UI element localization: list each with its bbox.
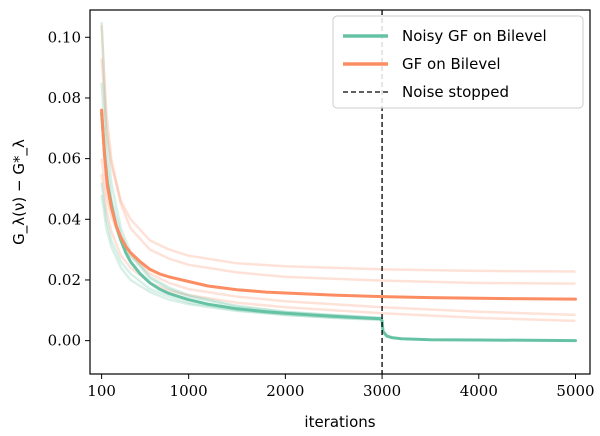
x-tick-label: 4000 [460, 382, 498, 400]
legend-box [332, 15, 584, 109]
x-tick-label: 1000 [170, 382, 208, 400]
legend: Noisy GF on Bilevel GF on Bilevel Noise … [332, 15, 584, 109]
background-run-4 [100, 22, 383, 320]
y-tick-label: 0.00 [48, 332, 81, 350]
series-lines [100, 108, 577, 343]
x-tick-label: 5000 [556, 382, 594, 400]
y-tick-label: 0.06 [48, 150, 81, 168]
y-ticks: 0.00 0.02 0.04 0.06 0.08 0.10 [48, 28, 90, 350]
y-tick-label: 0.08 [48, 89, 81, 107]
background-run-5 [100, 182, 383, 322]
legend-label-gf: GF on Bilevel [402, 55, 501, 73]
y-tick-label: 0.10 [48, 28, 81, 46]
x-ticks: 100 1000 2000 3000 4000 5000 [87, 374, 595, 400]
y-tick-label: 0.04 [48, 210, 81, 228]
y-axis-label: G_λ(ν) − G*_λ [10, 139, 29, 245]
legend-label-noise-stopped: Noise stopped [402, 83, 509, 101]
background-run-3 [100, 173, 576, 323]
legend-label-noisy-gf: Noisy GF on Bilevel [402, 27, 547, 45]
x-tick-label: 3000 [363, 382, 401, 400]
y-tick-label: 0.02 [48, 271, 81, 289]
background-run-1 [100, 25, 576, 285]
x-tick-label: 100 [87, 382, 116, 400]
background-run-6 [100, 194, 383, 321]
x-tick-label: 2000 [266, 382, 304, 400]
series-line-gf [100, 108, 577, 301]
plot-frame [89, 9, 591, 375]
x-axis-label: iterations [304, 413, 375, 431]
